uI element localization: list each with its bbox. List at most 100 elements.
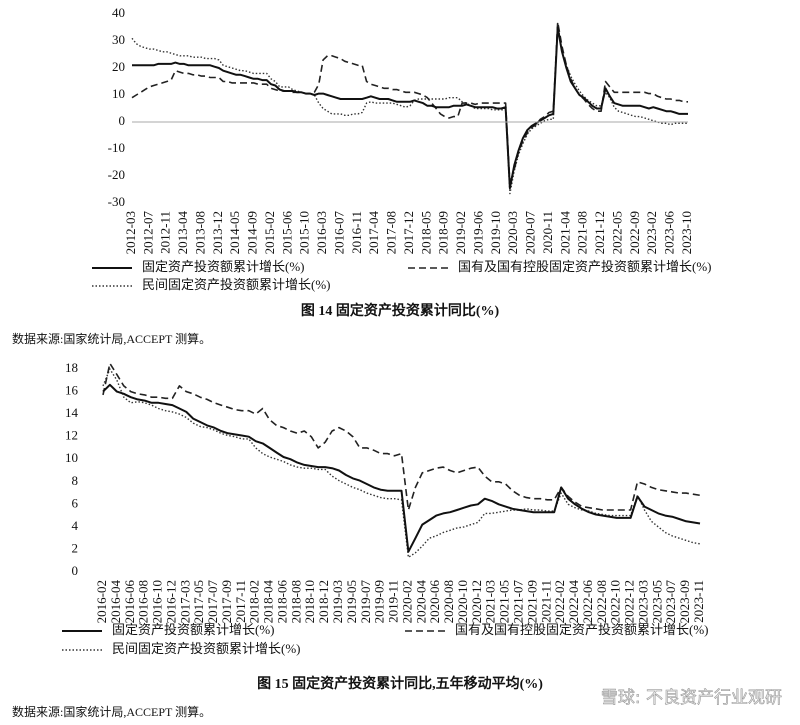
y-tick-label: 20 <box>112 59 125 74</box>
x-tick-label: 2019-09 <box>372 580 387 623</box>
x-tick-label: 2019-05 <box>344 580 359 623</box>
x-tick-label: 2020-02 <box>399 580 414 623</box>
y-tick-label: 10 <box>112 86 125 101</box>
x-tick-label: 2017-08 <box>384 211 399 254</box>
x-tick-label: 2019-11 <box>386 580 401 623</box>
x-tick-label: 2014-05 <box>227 211 242 254</box>
x-tick-label: 2016-11 <box>349 211 364 254</box>
x-tick-label: 2019-07 <box>358 580 373 624</box>
x-tick-label: 2019-02 <box>453 211 468 254</box>
y-tick-label: 10 <box>65 450 78 465</box>
x-tick-label: 2020-10 <box>455 580 470 623</box>
y-tick-label: 40 <box>112 5 125 20</box>
x-tick-label: 2013-04 <box>175 211 190 255</box>
x-tick-label: 2022-06 <box>580 580 595 624</box>
x-tick-label: 2018-10 <box>302 580 317 623</box>
x-tick-label: 2021-05 <box>497 580 512 623</box>
x-tick-label: 2018-12 <box>316 580 331 623</box>
x-tick-label: 2019-06 <box>470 211 485 255</box>
x-tick-label: 2016-02 <box>94 580 109 623</box>
x-tick-label: 2022-02 <box>552 580 567 623</box>
x-tick-label: 2017-03 <box>177 580 192 623</box>
y-tick-label: -30 <box>108 194 125 209</box>
x-tick-label: 2017-11 <box>233 580 248 623</box>
x-tick-label: 2013-12 <box>210 211 225 254</box>
legend-label: 民间固定资产投资额累计增长(%) <box>112 641 301 656</box>
x-tick-label: 2013-08 <box>192 211 207 254</box>
y-tick-label: 12 <box>65 428 78 443</box>
x-tick-label: 2022-08 <box>594 580 609 623</box>
x-tick-label: 2018-04 <box>261 580 276 624</box>
y-tick-label: 0 <box>119 113 126 128</box>
y-tick-label: 30 <box>112 32 125 47</box>
legend-label: 固定资产投资额累计增长(%) <box>112 622 275 637</box>
x-tick-label: 2014-09 <box>245 211 260 254</box>
x-tick-label: 2020-04 <box>413 580 428 624</box>
x-tick-label: 2022-09 <box>627 211 642 254</box>
legend-label: 固定资产投资额累计增长(%) <box>142 259 305 274</box>
x-tick-label: 2017-05 <box>191 580 206 623</box>
x-tick-label: 2016-03 <box>314 211 329 254</box>
x-tick-label: 2022-04 <box>566 580 581 624</box>
chart-title: 图 15 固定资产投资累计同比,五年移动平均(%) <box>257 675 543 692</box>
y-tick-label: 4 <box>72 518 79 533</box>
x-tick-label: 2023-02 <box>644 211 659 254</box>
series-line <box>102 362 701 511</box>
x-tick-label: 2020-07 <box>523 211 538 255</box>
x-tick-label: 2021-09 <box>524 580 539 623</box>
chart-title: 图 14 固定资产投资累计同比(%) <box>301 302 500 319</box>
x-tick-label: 2023-11 <box>691 580 706 623</box>
y-tick-label: -20 <box>108 167 125 182</box>
x-tick-label: 2012-07 <box>140 211 155 255</box>
x-tick-label: 2016-08 <box>136 580 151 623</box>
x-tick-label: 2021-11 <box>538 580 553 623</box>
series-line <box>131 21 688 185</box>
x-tick-label: 2021-08 <box>575 211 590 254</box>
x-tick-label: 2016-07 <box>331 211 346 255</box>
x-tick-label: 2018-09 <box>436 211 451 254</box>
x-tick-label: 2023-05 <box>649 580 664 623</box>
x-tick-label: 2023-09 <box>677 580 692 623</box>
x-tick-label: 2017-04 <box>366 211 381 255</box>
series-line <box>132 26 688 190</box>
series-line <box>131 22 688 195</box>
x-tick-label: 2020-03 <box>505 211 520 254</box>
y-tick-label: 8 <box>72 473 79 488</box>
x-tick-label: 2021-12 <box>592 211 607 254</box>
x-tick-label: 2012-11 <box>158 211 173 254</box>
x-tick-label: 2018-06 <box>274 580 289 624</box>
x-tick-label: 2021-03 <box>483 580 498 623</box>
source-note: 数据来源:国家统计局,ACCEPT 测算。 <box>12 331 211 346</box>
y-tick-label: 14 <box>65 405 79 420</box>
x-tick-label: 2018-08 <box>288 580 303 623</box>
source-note: 数据来源:国家统计局,ACCEPT 测算。 <box>12 704 211 719</box>
x-tick-label: 2019-10 <box>488 211 503 254</box>
y-tick-label: 2 <box>72 540 79 555</box>
y-tick-label: -10 <box>108 140 125 155</box>
x-tick-label: 2018-02 <box>247 580 262 623</box>
x-tick-label: 2018-05 <box>418 211 433 254</box>
x-tick-label: 2022-12 <box>622 580 637 623</box>
x-tick-label: 2016-10 <box>150 580 165 623</box>
watermark: 雪球: 不良资产行业观研 <box>601 688 782 708</box>
x-tick-label: 2020-12 <box>469 580 484 623</box>
x-tick-label: 2017-07 <box>205 580 220 624</box>
y-tick-label: 0 <box>72 563 79 578</box>
x-tick-label: 2021-04 <box>557 211 572 255</box>
y-tick-label: 18 <box>65 360 78 375</box>
x-tick-label: 2017-12 <box>401 211 416 254</box>
x-tick-label: 2016-12 <box>163 580 178 623</box>
x-tick-label: 2012-03 <box>123 211 138 254</box>
legend-label: 国有及国有控股固定资产投资额累计增长(%) <box>455 622 709 637</box>
x-tick-label: 2019-03 <box>330 580 345 623</box>
series-line <box>102 368 701 558</box>
x-tick-label: 2021-07 <box>510 580 525 624</box>
x-tick-label: 2023-06 <box>662 211 677 255</box>
x-tick-label: 2015-06 <box>279 211 294 255</box>
x-tick-label: 2020-11 <box>540 211 555 254</box>
x-tick-label: 2023-03 <box>635 580 650 623</box>
x-tick-label: 2016-04 <box>108 580 123 624</box>
y-tick-label: 6 <box>72 495 79 510</box>
x-tick-label: 2016-06 <box>122 580 137 624</box>
